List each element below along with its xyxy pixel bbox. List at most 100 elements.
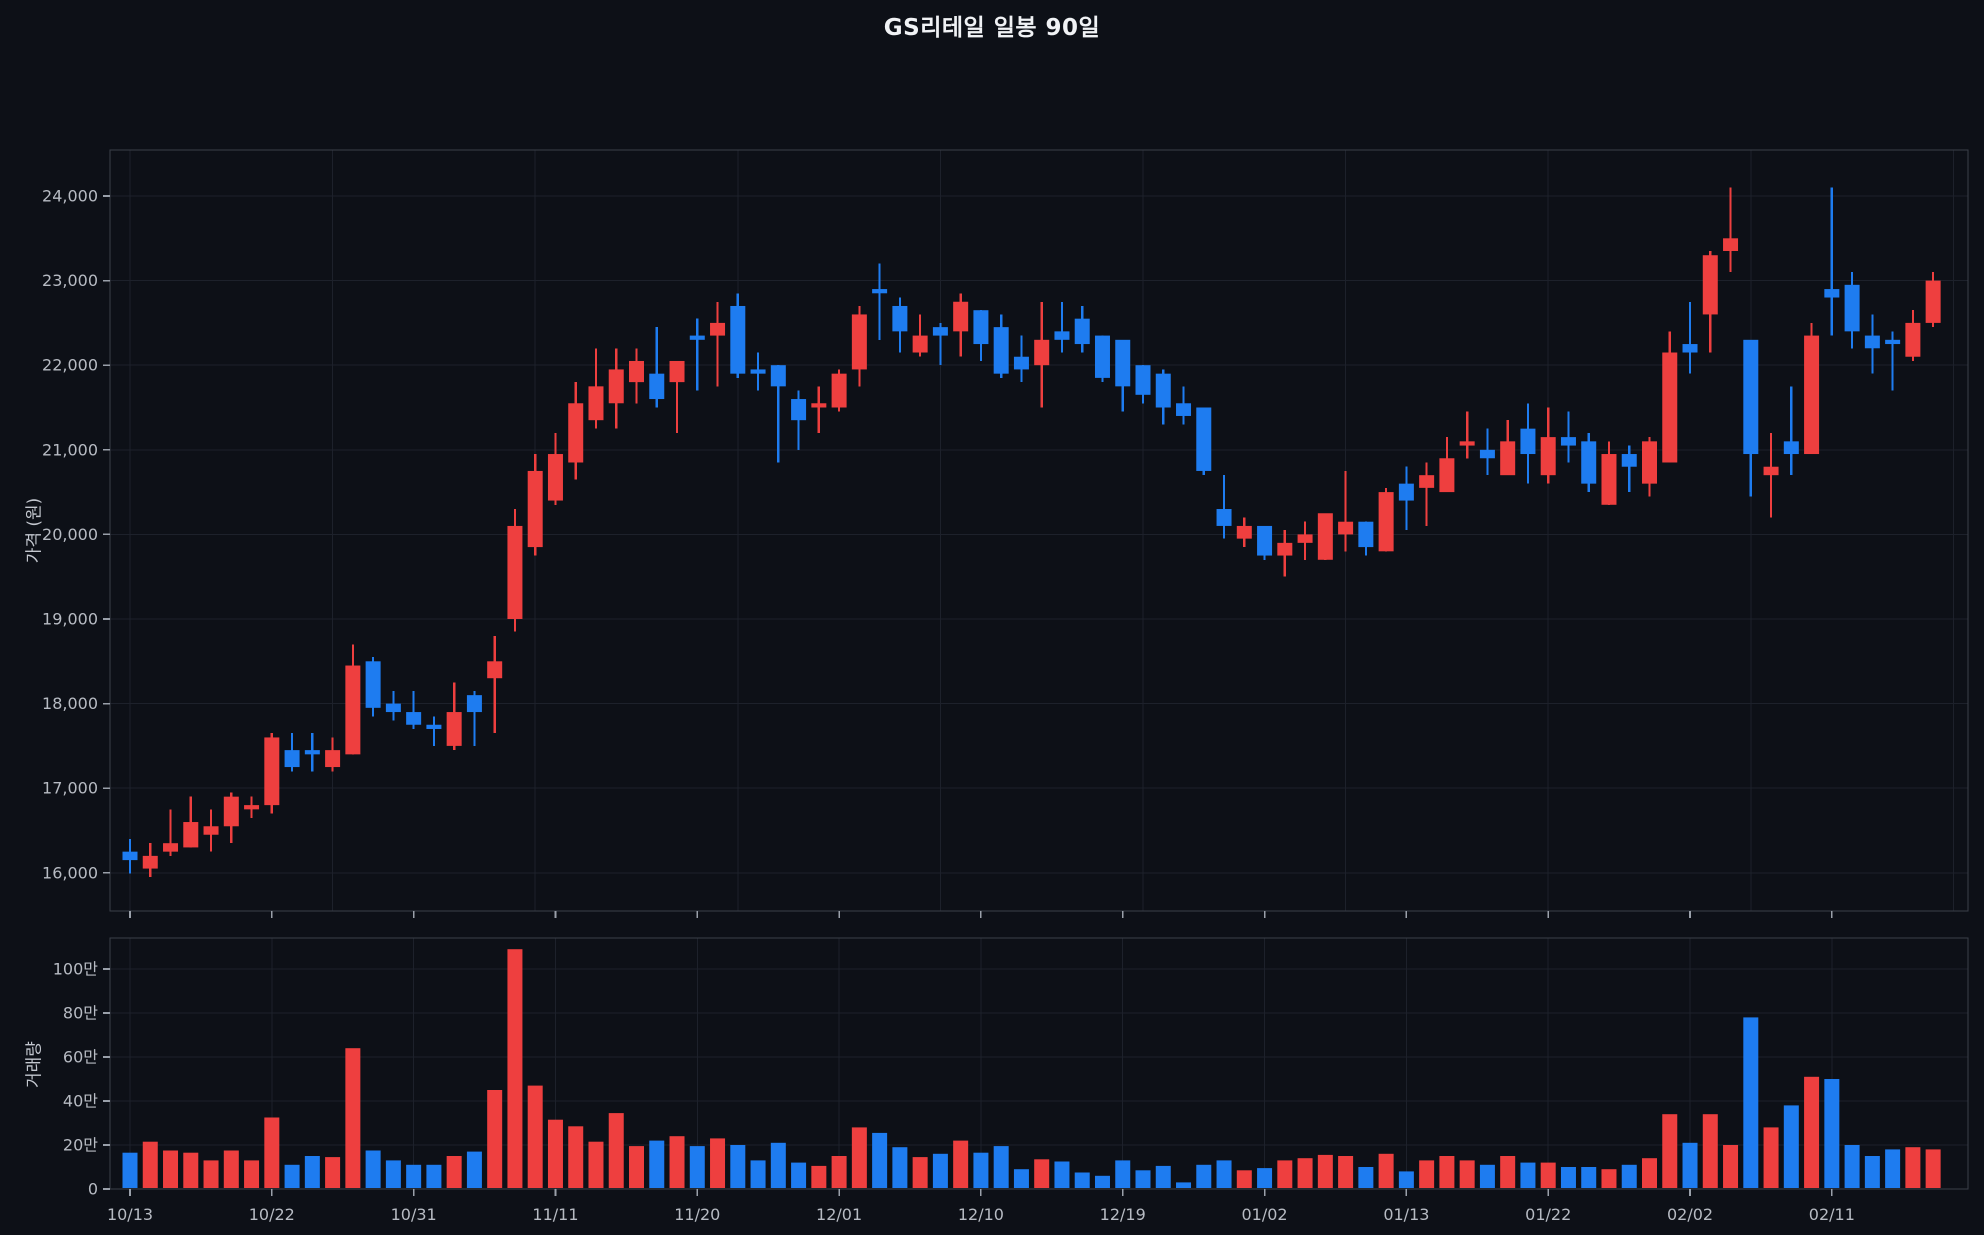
- candle-body: [973, 310, 989, 345]
- candle-body: [1682, 344, 1698, 353]
- volume-bar: [142, 1141, 158, 1188]
- volume-bar: [1479, 1164, 1495, 1188]
- volume-bar: [1459, 1160, 1475, 1188]
- date-tick-label: 01/13: [1383, 1205, 1429, 1224]
- volume-bar: [973, 1152, 989, 1188]
- candle-body: [811, 403, 827, 408]
- volume-bar: [466, 1151, 482, 1188]
- volume-bar: [1864, 1156, 1880, 1188]
- volume-bar: [1338, 1156, 1354, 1188]
- volume-bar: [1419, 1160, 1435, 1188]
- volume-bar: [1824, 1079, 1840, 1188]
- volume-bar: [669, 1136, 685, 1188]
- volume-bar: [791, 1162, 807, 1188]
- candle-body: [1034, 339, 1050, 366]
- candle-body: [1054, 331, 1070, 340]
- candle-body: [750, 369, 766, 374]
- volume-bar: [1682, 1142, 1698, 1188]
- candle-body: [1743, 339, 1759, 455]
- date-tick-label: 12/19: [1100, 1205, 1146, 1224]
- volume-bar: [1176, 1182, 1192, 1188]
- candle-body: [710, 322, 726, 336]
- volume-bar: [831, 1156, 847, 1188]
- volume-bar: [912, 1157, 928, 1188]
- candle-body: [1135, 365, 1151, 395]
- candle-body: [163, 843, 179, 852]
- volume-bar: [689, 1146, 705, 1188]
- volume-bar: [1216, 1160, 1232, 1188]
- candle-body: [1540, 437, 1556, 476]
- candle-body: [1905, 322, 1921, 357]
- volume-bar: [1702, 1114, 1718, 1188]
- volume-bar: [1054, 1161, 1070, 1188]
- candle-body: [1094, 335, 1110, 378]
- volume-bar: [1905, 1147, 1921, 1188]
- date-tick-label: 10/13: [107, 1205, 153, 1224]
- volume-bar: [1115, 1160, 1131, 1188]
- volume-bar: [1358, 1167, 1374, 1188]
- candle-body: [1398, 483, 1414, 501]
- candle-body: [831, 373, 847, 408]
- volume-bar: [345, 1048, 361, 1188]
- candle-body: [345, 665, 361, 755]
- candle-body: [770, 365, 786, 387]
- price-tick-label: 17,000: [42, 779, 98, 798]
- volume-bar: [710, 1138, 726, 1188]
- candle-body: [912, 335, 928, 353]
- volume-bar: [487, 1090, 503, 1188]
- volume-bar: [1398, 1171, 1414, 1188]
- candle-body: [892, 305, 908, 332]
- date-tick-label: 01/02: [1242, 1205, 1288, 1224]
- candle-body: [1419, 475, 1435, 488]
- candle-body: [1297, 534, 1313, 543]
- candle-body: [1317, 513, 1333, 560]
- price-tick-label: 21,000: [42, 440, 98, 459]
- candle-body: [1783, 441, 1799, 455]
- candle-body: [1925, 280, 1941, 323]
- candle-body: [1176, 403, 1192, 416]
- candle-body: [1459, 441, 1475, 446]
- volume-panel: [109, 937, 1969, 1190]
- price-tick-label: 22,000: [42, 356, 98, 375]
- candle-body: [325, 750, 341, 768]
- volume-bar: [1378, 1153, 1394, 1188]
- candle-body: [264, 737, 280, 806]
- volume-bar: [1317, 1154, 1333, 1188]
- candle-body: [446, 712, 462, 746]
- volume-bar: [872, 1132, 888, 1188]
- candle-body: [547, 454, 563, 501]
- volume-bar: [365, 1150, 381, 1188]
- volume-bar: [811, 1165, 827, 1188]
- candle-body: [406, 712, 422, 725]
- volume-bar: [588, 1141, 604, 1188]
- candle-body: [568, 403, 584, 463]
- price-panel: [109, 149, 1969, 912]
- candle-body: [872, 289, 888, 294]
- volume-bar: [608, 1113, 624, 1188]
- volume-bar: [507, 949, 523, 1188]
- volume-bar: [223, 1150, 239, 1188]
- volume-bar: [406, 1164, 422, 1188]
- volume-bar: [426, 1164, 442, 1188]
- volume-bar: [244, 1160, 260, 1188]
- candle-body: [851, 314, 867, 370]
- volume-bar: [325, 1157, 341, 1188]
- candle-body: [588, 386, 604, 421]
- candle-body: [122, 851, 138, 861]
- volume-bar: [750, 1160, 766, 1188]
- volume-tick-label: 80만: [63, 1004, 98, 1023]
- volume-bar: [629, 1146, 644, 1188]
- candle-body: [487, 661, 503, 679]
- chart-title: GS리테일 일봉 90일: [883, 15, 1101, 41]
- volume-bar: [1034, 1159, 1050, 1188]
- candle-body: [1216, 509, 1232, 526]
- candle-body: [1479, 449, 1495, 459]
- date-tick-label: 01/22: [1525, 1205, 1571, 1224]
- volume-bar: [1155, 1165, 1171, 1188]
- candle-body: [1439, 458, 1455, 493]
- volume-bar: [1520, 1162, 1536, 1188]
- candle-body: [365, 661, 381, 708]
- candle-body: [689, 335, 705, 340]
- candle-body: [953, 301, 969, 332]
